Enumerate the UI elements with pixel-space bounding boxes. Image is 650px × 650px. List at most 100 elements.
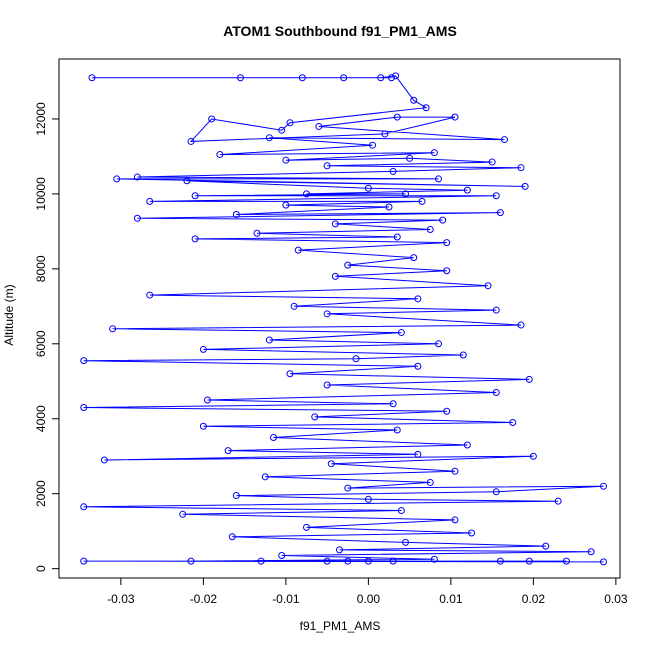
data-point bbox=[529, 452, 537, 460]
data-point bbox=[265, 336, 273, 344]
y-tick-label: 10000 bbox=[34, 177, 48, 211]
data-point bbox=[496, 557, 504, 565]
data-point bbox=[463, 186, 471, 194]
data-point bbox=[315, 122, 323, 130]
data-point bbox=[414, 295, 422, 303]
x-tick-label: 0.03 bbox=[604, 592, 628, 606]
data-point bbox=[451, 467, 459, 475]
data-point bbox=[323, 381, 331, 389]
data-point bbox=[451, 516, 459, 524]
data-point bbox=[459, 351, 467, 359]
data-point bbox=[443, 267, 451, 275]
data-point bbox=[435, 175, 442, 183]
data-point bbox=[402, 538, 409, 546]
data-point bbox=[410, 254, 418, 262]
data-point bbox=[542, 542, 550, 550]
data-point bbox=[216, 151, 224, 159]
data-point bbox=[422, 104, 430, 112]
data-point bbox=[492, 306, 500, 314]
data-point bbox=[517, 321, 525, 329]
y-tick-label: 8000 bbox=[34, 255, 48, 282]
data-point bbox=[80, 357, 88, 365]
data-point bbox=[100, 456, 108, 464]
data-point bbox=[587, 548, 595, 556]
x-tick-label: 0.00 bbox=[357, 592, 381, 606]
x-tick-label: -0.01 bbox=[272, 592, 300, 606]
data-point bbox=[389, 400, 397, 408]
data-point bbox=[80, 503, 88, 511]
y-tick-label: 0 bbox=[34, 565, 48, 572]
data-point bbox=[402, 190, 409, 198]
data-point bbox=[352, 355, 360, 363]
series-line bbox=[83, 75, 604, 563]
data-point bbox=[253, 229, 261, 237]
data-point bbox=[323, 310, 331, 318]
x-tick-label: -0.02 bbox=[190, 592, 218, 606]
data-point bbox=[443, 239, 451, 247]
data-point bbox=[179, 510, 187, 518]
data-point bbox=[187, 137, 195, 145]
data-point bbox=[525, 557, 533, 565]
data-point bbox=[426, 226, 434, 234]
data-point bbox=[191, 192, 199, 200]
data-point bbox=[443, 407, 451, 415]
series-layer bbox=[80, 72, 607, 566]
data-point bbox=[282, 201, 290, 209]
data-point bbox=[492, 389, 500, 397]
data-point bbox=[232, 211, 240, 219]
data-point bbox=[468, 529, 475, 537]
y-tick-label: 4000 bbox=[34, 405, 48, 432]
data-point bbox=[397, 329, 405, 337]
data-point bbox=[501, 136, 508, 144]
data-point bbox=[278, 552, 286, 560]
data-point bbox=[463, 441, 471, 449]
data-point bbox=[232, 492, 240, 500]
data-point bbox=[389, 167, 397, 175]
data-point bbox=[88, 74, 96, 82]
data-point bbox=[414, 450, 422, 458]
data-point bbox=[294, 246, 302, 254]
data-point bbox=[133, 214, 141, 222]
data-point bbox=[410, 96, 418, 104]
data-point bbox=[389, 557, 397, 565]
data-point bbox=[344, 261, 352, 269]
data-point bbox=[146, 197, 154, 205]
data-point bbox=[286, 370, 294, 378]
data-point bbox=[488, 158, 496, 166]
data-point bbox=[80, 557, 88, 565]
data-point bbox=[525, 375, 533, 383]
data-point bbox=[414, 362, 422, 370]
x-tick-label: 0.01 bbox=[439, 592, 463, 606]
data-point bbox=[331, 272, 339, 280]
data-point bbox=[257, 557, 265, 565]
data-point bbox=[204, 396, 211, 404]
data-point bbox=[509, 418, 517, 426]
plot-frame bbox=[58, 58, 621, 579]
data-point bbox=[426, 478, 434, 486]
data-point bbox=[331, 220, 339, 228]
data-point bbox=[435, 340, 442, 348]
data-point bbox=[451, 113, 459, 121]
data-point bbox=[439, 216, 447, 224]
data-point bbox=[600, 558, 607, 566]
x-axis-label: f91_PM1_AMS bbox=[300, 619, 381, 633]
data-point bbox=[344, 557, 352, 565]
data-point bbox=[327, 460, 335, 468]
data-point bbox=[340, 74, 348, 82]
data-point bbox=[199, 345, 207, 353]
data-point bbox=[282, 156, 290, 164]
data-point bbox=[146, 291, 154, 299]
x-tick-label: 0.02 bbox=[522, 592, 546, 606]
data-point bbox=[496, 209, 504, 217]
data-point bbox=[484, 282, 492, 290]
data-point bbox=[344, 484, 352, 492]
data-point bbox=[303, 523, 310, 531]
data-point bbox=[381, 130, 389, 138]
x-tick-label: -0.03 bbox=[107, 592, 135, 606]
data-point bbox=[183, 177, 191, 185]
data-point bbox=[228, 533, 236, 541]
data-point bbox=[278, 126, 286, 134]
data-point bbox=[393, 426, 401, 434]
data-point bbox=[430, 555, 438, 563]
data-point bbox=[191, 235, 199, 243]
